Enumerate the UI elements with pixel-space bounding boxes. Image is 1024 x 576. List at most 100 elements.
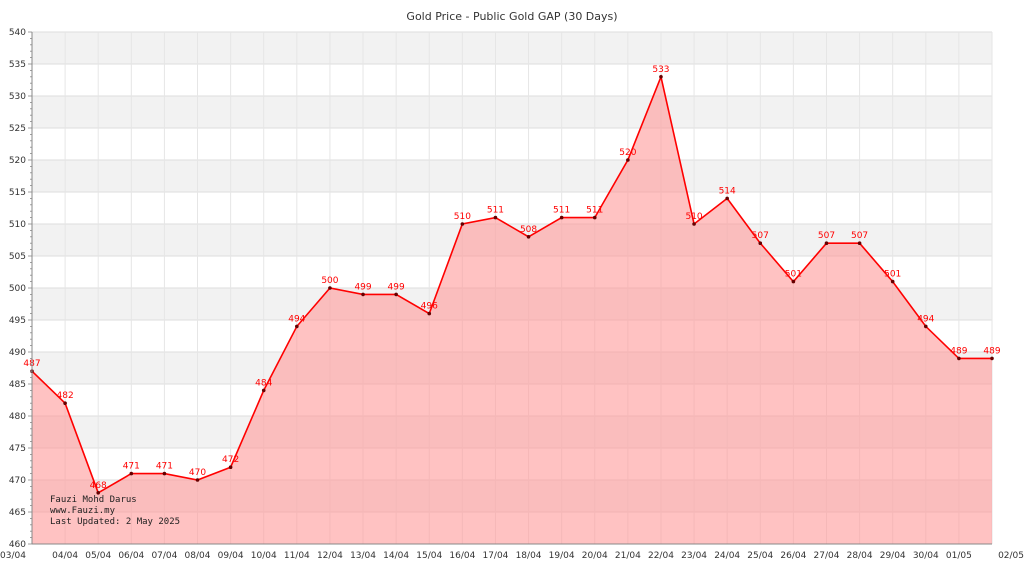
data-point bbox=[659, 75, 663, 79]
y-tick-label: 495 bbox=[9, 316, 26, 326]
data-label: 507 bbox=[752, 231, 769, 241]
data-point bbox=[295, 324, 299, 329]
data-point bbox=[460, 222, 465, 226]
x-tick-label: 16/04 bbox=[449, 551, 475, 561]
x-tick-label: 25/04 bbox=[747, 551, 773, 561]
x-tick-label: 11/04 bbox=[284, 551, 310, 561]
x-tick-label: 01/05 bbox=[946, 551, 972, 561]
x-tick-label: 27/04 bbox=[814, 551, 840, 561]
data-point bbox=[162, 471, 167, 476]
data-label: 500 bbox=[321, 276, 338, 286]
data-point bbox=[559, 215, 564, 220]
data-point bbox=[857, 241, 862, 245]
data-point bbox=[261, 388, 266, 393]
x-tick-label: 03/04 bbox=[0, 551, 26, 561]
price-line bbox=[31, 74, 992, 494]
data-label: 468 bbox=[90, 481, 107, 491]
x-tick-label: 18/04 bbox=[516, 551, 542, 561]
data-point bbox=[96, 491, 101, 495]
x-tick-label: 13/04 bbox=[350, 551, 376, 561]
x-tick-label: 14/04 bbox=[383, 551, 409, 561]
data-point bbox=[626, 158, 630, 162]
data-label: 511 bbox=[553, 206, 570, 216]
data-point bbox=[195, 478, 200, 482]
x-tick-label: 24/04 bbox=[714, 551, 740, 561]
data-point bbox=[328, 286, 332, 290]
y-tick-label: 460 bbox=[9, 540, 26, 550]
data-label: 511 bbox=[487, 206, 504, 216]
background-band bbox=[32, 128, 992, 160]
background-band bbox=[32, 160, 992, 192]
data-point bbox=[427, 311, 432, 316]
x-tick-label: 02/05 bbox=[998, 551, 1024, 561]
data-label: 472 bbox=[222, 455, 239, 465]
data-point bbox=[526, 235, 531, 239]
data-label: 514 bbox=[719, 186, 736, 196]
x-tick-label: 23/04 bbox=[681, 551, 707, 561]
data-label: 508 bbox=[520, 225, 537, 235]
x-tick-label: 21/04 bbox=[615, 551, 641, 561]
data-label: 507 bbox=[818, 231, 835, 241]
data-label: 494 bbox=[288, 314, 305, 324]
data-point bbox=[692, 222, 696, 226]
price-area bbox=[32, 76, 992, 545]
data-label: 520 bbox=[619, 148, 636, 158]
data-label: 470 bbox=[189, 468, 206, 478]
x-tick-label: 26/04 bbox=[780, 551, 806, 561]
data-point bbox=[592, 215, 597, 220]
y-tick-label: 530 bbox=[9, 92, 26, 102]
x-tick-label: 17/04 bbox=[482, 551, 508, 561]
y-tick-label: 540 bbox=[9, 28, 26, 38]
x-tick-label: 22/04 bbox=[648, 551, 674, 561]
data-label: 494 bbox=[917, 314, 934, 324]
data-point bbox=[228, 465, 233, 470]
x-tick-label: 29/04 bbox=[880, 551, 906, 561]
credit-block: Fauzi Mohd Darus www.Fauzi.my Last Updat… bbox=[50, 495, 180, 527]
y-tick-label: 535 bbox=[9, 60, 26, 70]
background-band bbox=[32, 32, 992, 64]
data-label: 510 bbox=[454, 212, 471, 222]
x-tick-label: 30/04 bbox=[913, 551, 939, 561]
data-label: 501 bbox=[884, 270, 901, 280]
y-tick-label: 480 bbox=[9, 412, 26, 422]
y-tick-label: 525 bbox=[9, 124, 26, 134]
y-tick-label: 475 bbox=[9, 444, 26, 454]
data-label: 533 bbox=[652, 65, 669, 75]
x-tick-label: 07/04 bbox=[151, 551, 177, 561]
y-tick-label: 465 bbox=[9, 508, 26, 518]
background-band bbox=[32, 96, 992, 128]
x-tick-label: 15/04 bbox=[416, 551, 442, 561]
x-tick-label: 20/04 bbox=[582, 551, 608, 561]
data-point bbox=[824, 241, 829, 245]
data-point bbox=[361, 292, 365, 297]
axes bbox=[28, 31, 992, 545]
data-label: 499 bbox=[354, 282, 371, 292]
data-label: 496 bbox=[421, 302, 438, 312]
data-label: 482 bbox=[57, 391, 74, 401]
y-tick-label: 505 bbox=[9, 252, 26, 262]
x-tick-label: 05/04 bbox=[85, 551, 111, 561]
y-tick-label: 510 bbox=[9, 220, 26, 230]
data-point bbox=[923, 324, 928, 329]
y-tick-label: 470 bbox=[9, 476, 26, 486]
y-tick-label: 485 bbox=[9, 380, 26, 390]
x-tick-label: 04/04 bbox=[52, 551, 78, 561]
x-tick-labels: 03/04 04/04 05/04 06/04 07/04 08/04 09/04 10/04… bbox=[0, 551, 1024, 561]
y-tick-labels: 460 465 470 475 480 485 490 495 500 505 510 515 520 5… bbox=[9, 28, 26, 550]
x-tick-label: 12/04 bbox=[317, 551, 343, 561]
x-tick-label: 09/04 bbox=[218, 551, 244, 561]
y-tick-label: 520 bbox=[9, 156, 26, 166]
data-label: 484 bbox=[255, 378, 272, 388]
data-label: 511 bbox=[586, 206, 603, 216]
x-tick-label: 10/04 bbox=[251, 551, 277, 561]
credit-website: www.Fauzi.my bbox=[50, 506, 116, 516]
credit-updated: Last Updated: 2 May 2025 bbox=[50, 517, 180, 527]
x-tick-label: 28/04 bbox=[847, 551, 873, 561]
data-point bbox=[791, 279, 796, 284]
data-label: 471 bbox=[156, 462, 173, 472]
chart-title: Gold Price - Public Gold GAP (30 Days) bbox=[406, 10, 617, 23]
data-label: 501 bbox=[785, 270, 802, 280]
data-point bbox=[725, 196, 729, 201]
data-label: 489 bbox=[950, 346, 967, 356]
